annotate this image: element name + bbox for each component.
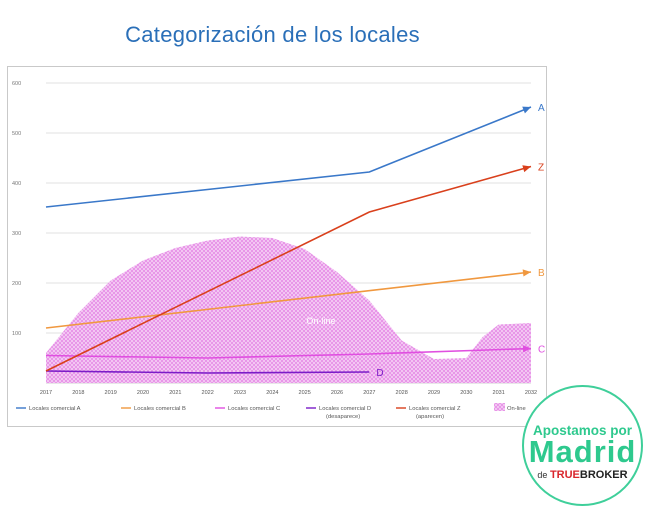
x-tick-label: 2030 (460, 390, 472, 396)
series-end-label-a: A (538, 103, 545, 114)
series-end-label-b: B (538, 268, 545, 279)
legend-label-d: Locales comercial D (319, 406, 371, 412)
x-tick-label: 2022 (202, 390, 214, 396)
x-tick-label: 2031 (493, 390, 505, 396)
online-area-label: On-line (306, 316, 335, 326)
series-line-c (45, 347, 532, 359)
chart-title: Categorización de los locales (125, 22, 420, 47)
series-arrow-b (522, 269, 531, 277)
series-line-d (45, 370, 370, 374)
legend-sublabel-d: (desaparece) (326, 414, 360, 420)
x-tick-label: 2018 (72, 390, 84, 396)
x-tick-label: 2019 (105, 390, 117, 396)
series-line-b (45, 271, 532, 329)
x-tick-label: 2032 (525, 390, 537, 396)
series-end-label-z: Z (538, 163, 544, 174)
series-end-label-d: D (376, 368, 383, 379)
y-tick-label: 500 (12, 131, 21, 137)
series-arrow-z (522, 165, 531, 173)
legend-label-a: Locales comercial A (29, 406, 81, 412)
x-tick-label: 2027 (363, 390, 375, 396)
y-tick-label: 300 (12, 231, 21, 237)
y-tick-label: 200 (12, 281, 21, 287)
legend-label-b: Locales comercial B (134, 406, 186, 412)
series-arrow-a (522, 106, 531, 114)
series-line-z (45, 165, 532, 372)
brand-broker: BROKER (579, 469, 628, 481)
chart-area: 100 200 300 400 500 600 On-line A B C D Z 2017 2018… (7, 66, 547, 427)
series-arrow-c (522, 345, 531, 353)
x-tick-label: 2024 (266, 390, 278, 396)
legend-label-online: On-line (507, 406, 526, 412)
chart-svg: 100 200 300 400 500 600 On-line A B C D Z 2017 2018… (12, 81, 545, 420)
x-tick-label: 2020 (137, 390, 149, 396)
truebroker-logo: TRUEBROKER (550, 469, 628, 481)
series-end-label-c: C (538, 345, 545, 356)
badge-line2: Madrid (528, 434, 637, 469)
y-tick-label: 100 (12, 331, 21, 337)
x-tick-label: 2029 (428, 390, 440, 396)
legend-swatch-online (494, 403, 505, 411)
madrid-badge: Apostamos por Madrid de TRUEBROKER (522, 385, 643, 506)
legend-sublabel-z: (aparecen) (416, 414, 444, 420)
online-area (46, 236, 531, 383)
legend-label-z: Locales comercial Z (409, 406, 461, 412)
x-tick-label: 2017 (40, 390, 52, 396)
y-tick-label: 400 (12, 181, 21, 187)
x-tick-label: 2025 (299, 390, 311, 396)
y-tick-label: 600 (12, 81, 21, 87)
legend-label-c: Locales comercial C (228, 406, 280, 412)
badge-line3: de TRUEBROKER (524, 469, 641, 481)
series-line-a (45, 106, 532, 208)
x-tick-label: 2028 (396, 390, 408, 396)
badge-de: de (537, 470, 548, 480)
x-tick-label: 2023 (234, 390, 246, 396)
x-tick-label: 2021 (169, 390, 181, 396)
brand-true: TRUE (549, 469, 580, 481)
x-tick-label: 2026 (331, 390, 343, 396)
badge-line1: Apostamos por (532, 423, 632, 438)
